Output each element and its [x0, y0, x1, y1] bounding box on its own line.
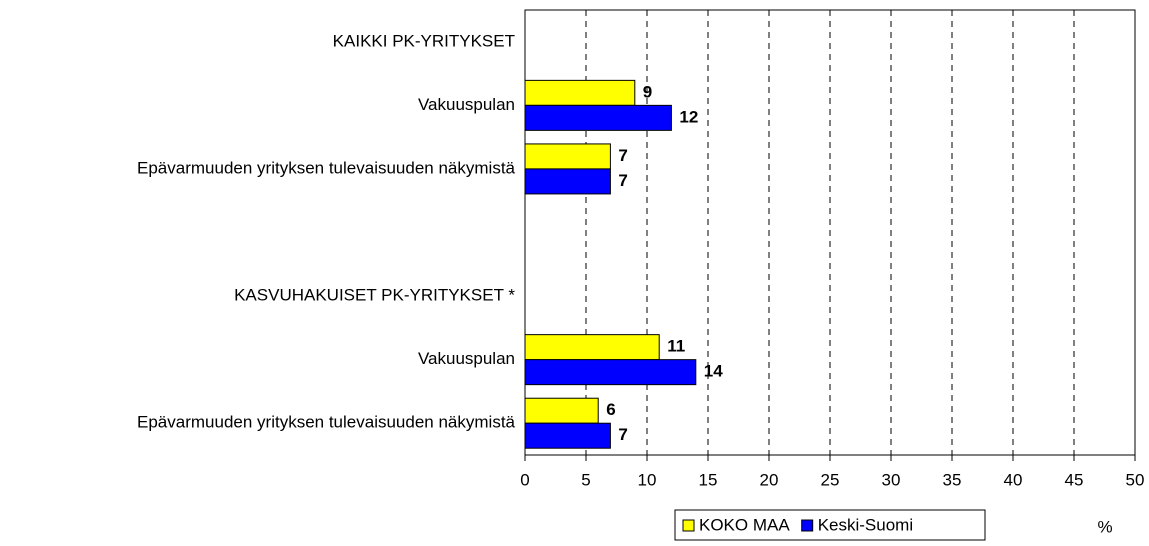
- y-tick-label: Epävarmuuden yrityksen tulevaisuuden näk…: [137, 158, 516, 177]
- data-label: 14: [704, 362, 723, 381]
- bar: [524, 143, 611, 170]
- y-tick-label: Vakuuspulan: [418, 95, 515, 114]
- y-tick-label: KASVUHAKUISET PK-YRITYKSET *: [234, 286, 515, 305]
- bar: [524, 359, 697, 386]
- data-label: 7: [618, 425, 627, 444]
- bar: [524, 422, 611, 449]
- x-tick-label: 10: [638, 470, 657, 489]
- x-tick-label: 20: [760, 470, 779, 489]
- x-tick-label: 40: [1004, 470, 1023, 489]
- data-label: 12: [679, 107, 698, 126]
- data-label: 9: [643, 82, 652, 101]
- bar: [524, 79, 636, 106]
- x-tick-label: 15: [699, 470, 718, 489]
- data-label: 7: [618, 171, 627, 190]
- x-tick-label: 5: [581, 470, 590, 489]
- x-tick-label: 35: [943, 470, 962, 489]
- bar: [524, 334, 660, 361]
- x-tick-label: 50: [1126, 470, 1145, 489]
- data-label: 11: [667, 337, 685, 356]
- x-tick-label: 45: [1065, 470, 1084, 489]
- y-tick-label: Vakuuspulan: [418, 349, 515, 368]
- legend-box: [674, 509, 986, 541]
- data-label: 6: [606, 400, 615, 419]
- plot-frame: [524, 9, 1136, 456]
- x-tick-label: 25: [821, 470, 840, 489]
- x-tick-label: 0: [520, 470, 529, 489]
- x-tick-label: 30: [882, 470, 901, 489]
- legend-swatch: [682, 519, 695, 532]
- y-tick-label: KAIKKI PK-YRITYKSET: [333, 31, 515, 50]
- legend-label: KOKO MAA: [699, 515, 790, 534]
- bar: [524, 397, 599, 424]
- legend-label: Keski-Suomi: [818, 515, 913, 534]
- bar: [524, 104, 672, 131]
- bar: [524, 168, 611, 195]
- y-tick-label: Epävarmuuden yrityksen tulevaisuuden näk…: [137, 413, 516, 432]
- x-axis-label: %: [1097, 517, 1112, 536]
- data-label: 7: [618, 146, 627, 165]
- legend-swatch: [801, 519, 814, 532]
